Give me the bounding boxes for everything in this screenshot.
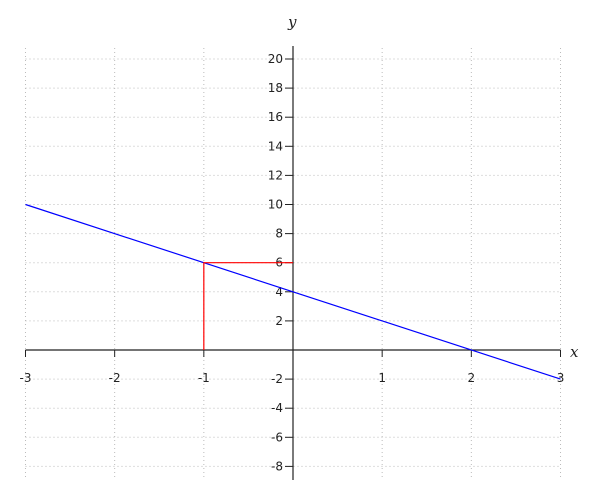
series-line-1	[203, 262, 293, 350]
y-tick-label: -4	[271, 401, 283, 415]
series	[25, 203, 561, 380]
x-tick-label: 1	[378, 371, 386, 385]
x-tick-label: -1	[198, 371, 210, 385]
y-tick-label: 8	[275, 227, 283, 241]
y-tick-label: -2	[271, 372, 283, 386]
y-tick-label: 14	[268, 139, 283, 153]
x-axis-label: x	[570, 343, 579, 361]
x-tick-label: 2	[468, 371, 476, 385]
y-axis-label: y	[287, 13, 297, 31]
y-tick-label: 20	[268, 52, 283, 66]
x-tick-label: 3	[557, 371, 565, 385]
series-line-0	[25, 203, 561, 380]
y-tick-label: 4	[275, 285, 283, 299]
y-tick-label: 2	[275, 314, 283, 328]
x-tick-label: -2	[109, 371, 121, 385]
y-tick-label: -8	[271, 459, 283, 473]
y-tick-label: -6	[271, 430, 283, 444]
y-tick-label: 12	[268, 168, 283, 182]
x-tick-label: -3	[20, 371, 32, 385]
y-tick-label: 10	[268, 198, 283, 212]
y-tick-label: 16	[268, 110, 283, 124]
y-tick-label: 18	[268, 81, 283, 95]
